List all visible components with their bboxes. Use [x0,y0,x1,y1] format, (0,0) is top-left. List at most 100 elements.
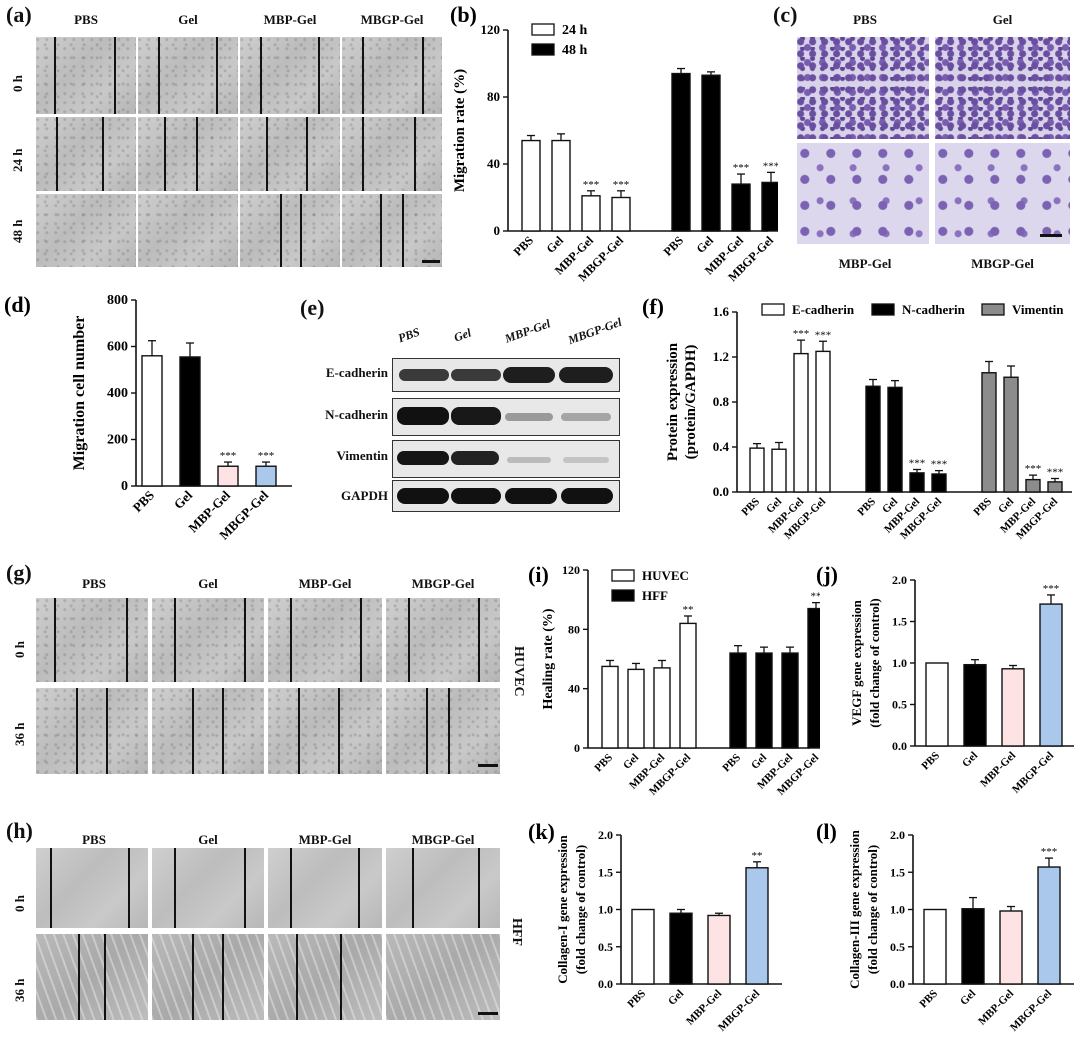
wound-edge-line [174,598,176,682]
y-tick-label: 0.0 [892,739,907,753]
wound-edge-line [362,37,364,114]
micrograph-tile [268,848,382,928]
wound-edge-line [478,848,480,928]
col-label: MBGP-Gel [411,576,475,591]
category-label: MBP-Gel [684,988,724,1028]
wound-edge-line [50,848,52,928]
col-label: MBP-Gel [298,832,352,847]
micrograph-tile [386,934,500,1020]
bar [865,385,881,493]
y-tick-label: 120 [562,563,580,577]
y-tick-label: 1.5 [598,865,613,879]
blot-n-cadherin [392,398,620,436]
row-label: 24 h [10,148,25,172]
panel-label-c: (c) [773,2,798,27]
category-label: Gel [543,233,566,256]
category-label: MBP-Gel [976,988,1016,1028]
panel-label-g: (g) [6,560,32,585]
col-label: Gel [992,12,1013,27]
y-axis-label-2: (fold change of control) [867,598,882,727]
col-label: Gel [198,576,218,591]
bar [671,72,691,232]
wound-edge-line [222,934,224,1020]
panel-label-b: (b) [450,2,477,27]
y-tick-label: 80 [487,89,500,104]
significance-mark: *** [909,458,926,470]
y-tick-label: 200 [107,433,128,448]
legend-label: HFF [642,588,668,603]
micrograph-mbp-gel [797,143,929,244]
y-tick-label: 0.4 [713,439,730,454]
bar [755,652,773,749]
y-tick-label: 1.0 [598,903,613,917]
y-tick-label: 800 [107,293,128,308]
wound-edge-line [280,194,282,267]
category-label: PBS [592,752,615,775]
col-label: MBGP-Gel [411,832,475,847]
wound-edge-line [340,934,342,1020]
col-label: PBS [853,12,877,27]
wound-edge-line [300,194,302,267]
category-label: Gel [666,988,686,1008]
y-tick-label: 1.0 [892,656,907,670]
bar [771,448,787,493]
micrograph-tile [152,598,264,682]
micrograph-tile [268,688,382,774]
legend-swatch [981,303,1005,316]
micrograph-tile [240,37,340,114]
micrograph-tile [36,117,136,191]
bar [999,910,1023,985]
significance-mark: *** [1041,846,1058,858]
panel-label-i: (i) [528,562,549,587]
category-label: Gel [960,750,980,770]
bar [611,196,631,232]
col-label: MBP-Gel [298,576,352,591]
micrograph-pbs [797,37,929,139]
legend-label: 24 h [562,23,588,38]
y-tick-label: 80 [568,622,580,636]
micrograph-tile [36,598,148,682]
bar [793,352,809,493]
category-label: PBS [855,496,878,519]
micrograph-tile [268,934,382,1020]
category-label: PBS [971,496,994,519]
category-label: Gel [621,752,641,772]
category-label: PBS [130,488,157,515]
scale-bar [478,1012,498,1015]
chart-d: (d) 0 200 400 600 800 Migration cell number PB… [4,292,292,543]
panel-label-j: (j) [816,562,838,587]
col-label: MBGP-Gel [971,256,1034,271]
bar [627,668,645,749]
y-tick-label: 2.0 [598,828,613,842]
wound-edge-line [54,37,56,114]
wound-edge-line [126,598,128,682]
category-label: MBGP-Gel [716,988,762,1034]
significance-mark: ** [683,604,694,616]
chart-k: (k) 0.0 0.5 1.0 1.5 2.0 Collagen-I gene expre… [528,819,782,1034]
wound-edge-line [422,37,424,114]
legend-label: N-cadherin [902,302,966,317]
wound-edge-line [128,848,130,928]
wound-edge-line [266,117,268,191]
wound-edge-line [358,848,360,928]
y-tick-label: 0.5 [892,698,907,712]
y-axis-label: Migration cell number [71,316,88,471]
micrograph-tile [386,848,500,928]
row-label: N-cadherin [325,407,388,422]
col-label: MBP-Gel [263,12,317,27]
legend-swatch [611,589,635,602]
significance-mark: *** [258,450,275,462]
wound-edge-line [158,37,160,114]
wound-edge-line [260,37,262,114]
blot-vimentin [392,440,620,478]
wound-edge-line [174,848,176,928]
row-label: Vimentin [336,448,388,463]
legend-swatch [871,303,895,316]
y-tick-label: 0.0 [890,977,905,991]
col-label: MBGP-Gel [566,314,624,348]
col-label: Gel [198,832,218,847]
y-axis-label: Protein expression [665,342,681,461]
row-label: 36 h [12,722,27,746]
y-tick-label: 400 [107,386,128,401]
